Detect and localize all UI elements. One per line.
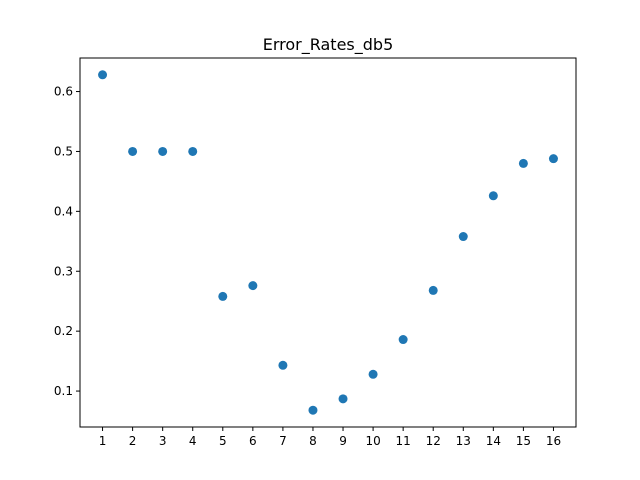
x-tick-label: 11 (396, 434, 411, 448)
x-tick-label: 13 (456, 434, 471, 448)
data-point (368, 369, 378, 379)
data-point (248, 281, 258, 291)
y-tick-label: 0.4 (54, 204, 73, 218)
y-axis: 0.1 0.2 0.3 0.4 0.5 0.6 (54, 85, 80, 398)
data-point (158, 146, 168, 156)
x-tick-label: 3 (159, 434, 167, 448)
data-point (458, 232, 468, 242)
data-point (218, 291, 228, 301)
data-point (398, 335, 408, 345)
data-point (188, 146, 198, 156)
data-point (98, 70, 108, 80)
x-tick-label: 14 (486, 434, 501, 448)
x-tick-label: 15 (516, 434, 531, 448)
data-point (308, 405, 318, 415)
y-tick-label: 0.5 (54, 144, 73, 158)
x-tick-label: 9 (339, 434, 347, 448)
x-tick-label: 7 (279, 434, 287, 448)
x-tick-label: 16 (546, 434, 561, 448)
x-tick-label: 5 (219, 434, 227, 448)
x-tick-label: 12 (426, 434, 441, 448)
x-tick-label: 10 (365, 434, 380, 448)
y-tick-label: 0.1 (54, 384, 73, 398)
data-point (338, 394, 348, 404)
x-axis: 1 2 3 4 5 6 7 8 9 10 11 12 13 14 15 16 (99, 427, 561, 448)
chart-title: Error_Rates_db5 (263, 35, 394, 55)
y-tick-label: 0.6 (54, 85, 73, 99)
x-tick-label: 2 (129, 434, 137, 448)
data-point (428, 285, 438, 295)
data-point (488, 191, 498, 201)
x-tick-label: 8 (309, 434, 317, 448)
x-tick-label: 4 (189, 434, 197, 448)
data-point (128, 146, 138, 156)
y-tick-label: 0.2 (54, 324, 73, 338)
data-points (98, 70, 558, 415)
data-point (278, 360, 288, 370)
x-tick-label: 1 (99, 434, 107, 448)
plot-frame (79, 57, 577, 428)
data-point (518, 158, 528, 168)
x-tick-label: 6 (249, 434, 257, 448)
data-point (548, 154, 558, 164)
y-tick-label: 0.3 (54, 264, 73, 278)
